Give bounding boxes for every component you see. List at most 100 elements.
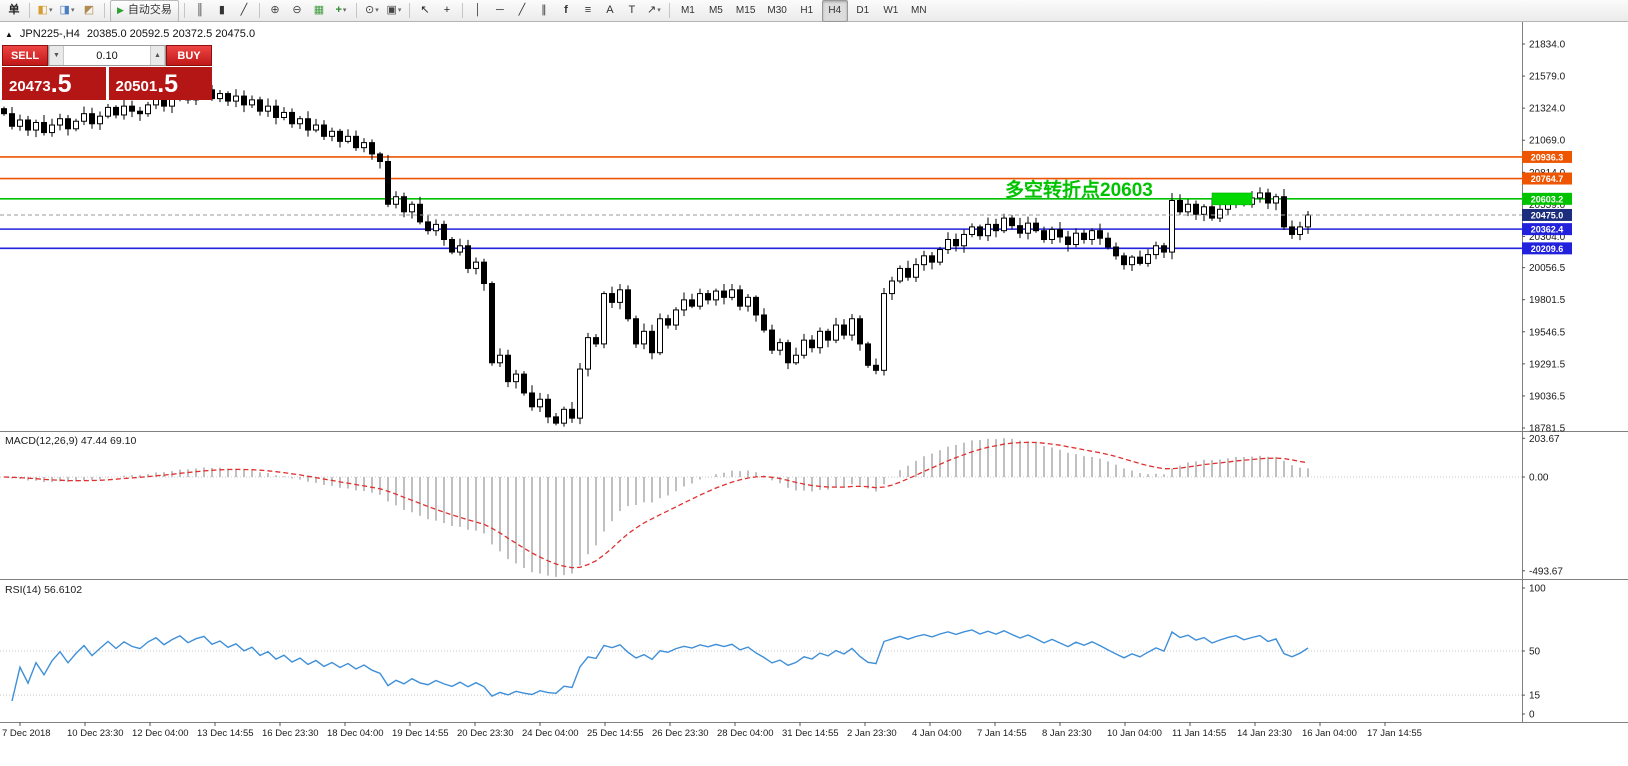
zoom-in-button[interactable]: ⊕ [270,4,280,16]
svg-text:19 Dec 14:55: 19 Dec 14:55 [392,728,449,739]
timeframe-h1-button[interactable]: H1 [800,4,814,16]
horizontal-line-button[interactable]: ─ [496,4,504,16]
toolbar-separator [104,3,105,18]
svg-text:20603.2: 20603.2 [1531,194,1564,204]
toolbar-separator [29,3,30,18]
arrows-button[interactable]: ↗ ▾ [647,4,661,16]
timeframe-w1-button[interactable]: W1 [883,4,899,16]
svg-text:20209.6: 20209.6 [1531,244,1564,254]
svg-text:19546.5: 19546.5 [1529,327,1566,338]
buy-button[interactable]: BUY [166,45,212,66]
bar-chart-button[interactable]: ║ [196,4,204,16]
channel-button[interactable]: ∥ [541,4,547,16]
time-axis[interactable]: 7 Dec 2018 10 Dec 23:30 12 Dec 04:00 13 Dec… [2,722,1422,739]
trade-panel-controls: SELL ▼ 0.10 ▲ BUY [2,45,212,66]
templates-button[interactable]: ▣ ▾ [386,4,402,16]
rsi-indicator [0,629,1522,702]
svg-text:50: 50 [1529,647,1541,658]
svg-text:15: 15 [1529,691,1541,702]
svg-text:8 Jan 23:30: 8 Jan 23:30 [1042,728,1092,739]
timeframe-d1-button[interactable]: D1 [856,4,870,16]
timeframe-m1-button[interactable]: M1 [680,4,695,16]
svg-text:20764.7: 20764.7 [1531,174,1564,184]
highlight-rectangle-object[interactable] [1211,192,1253,206]
svg-text:21579.0: 21579.0 [1529,72,1566,83]
new-order-button[interactable]: 单 [8,4,20,16]
svg-text:20559.0: 20559.0 [1529,200,1566,211]
autotrading-button[interactable]: ▶ 自动交易 [110,0,179,22]
vertical-line-button[interactable]: │ [474,4,482,16]
sell-button[interactable]: SELL [2,45,48,66]
text-button[interactable]: A [606,4,614,16]
periods-button[interactable]: ⊙ ▾ [365,4,379,16]
svg-text:21324.0: 21324.0 [1529,104,1566,115]
timeframe-m30-button[interactable]: M30 [767,4,787,16]
text-label-button[interactable]: T [628,4,636,16]
svg-text:19036.5: 19036.5 [1529,391,1566,402]
tile-windows-button[interactable]: ▦ [313,4,325,16]
profiles-button[interactable]: ◨ ▾ [59,4,75,16]
sell-price[interactable]: 20473 .5 [2,67,106,100]
toolbar-separator [258,3,260,18]
trendline-button[interactable]: ╱ [518,4,526,16]
chart-title: ▲ JPN225-,H4 20385.0 20592.5 20372.5 204… [5,28,255,40]
horizontal-line-objects[interactable] [0,156,1522,250]
fibonacci-button[interactable]: f [564,4,568,16]
new-chart-button[interactable]: ◧ ▾ [37,4,53,16]
svg-text:11 Jan 14:55: 11 Jan 14:55 [1172,728,1226,739]
macd-indicator [0,438,1522,577]
price-axis-background [1523,22,1628,766]
svg-text:16 Dec 23:30: 16 Dec 23:30 [262,728,319,739]
toolbar-separator [461,3,463,18]
svg-text:7 Jan 14:55: 7 Jan 14:55 [977,728,1027,739]
cursor-button[interactable]: ↖ [420,4,430,16]
rsi-label: RSI(14) 56.6102 [5,584,82,596]
autotrading-label: 自动交易 [127,4,172,16]
crosshair-button[interactable]: + [443,4,451,16]
alerts-button[interactable]: ◩ [83,4,95,16]
symbol-period-label: JPN225-,H4 [19,28,80,40]
svg-text:2 Jan 23:30: 2 Jan 23:30 [847,728,897,739]
autotrading-play-icon: ▶ [117,5,124,15]
volume-decrease-button[interactable]: ▼ [49,46,64,65]
buy-price-main: 20501 [115,77,158,95]
one-click-trade-panel: SELL ▼ 0.10 ▲ BUY 20473 .5 20501 .5 [2,45,212,100]
indicators-button[interactable]: + ▾ [335,4,347,16]
chart-canvas[interactable]: 多空转折点20603 21834.0 21579.0 21324.0 21069.0 20… [0,22,1628,766]
svg-text:-493.67: -493.67 [1529,566,1563,577]
svg-text:7 Dec 2018: 7 Dec 2018 [2,728,51,739]
svg-text:21834.0: 21834.0 [1529,40,1566,51]
symbol-marker-icon: ▲ [5,30,13,39]
svg-text:20362.4: 20362.4 [1531,225,1564,235]
svg-text:0: 0 [1529,710,1535,721]
chart-window: 多空转折点20603 21834.0 21579.0 21324.0 21069.0 20… [0,22,1628,766]
svg-text:16 Jan 04:00: 16 Jan 04:00 [1302,728,1357,739]
svg-text:20936.3: 20936.3 [1531,152,1564,162]
buy-price[interactable]: 20501 .5 [108,67,212,100]
svg-text:24 Dec 04:00: 24 Dec 04:00 [522,728,579,739]
line-chart-button[interactable]: ╱ [240,4,248,16]
price-axis[interactable]: 21834.021579.021324.021069.020814.020559… [1522,40,1572,721]
objects-list-button[interactable]: ≡ [584,4,592,16]
svg-text:4 Jan 04:00: 4 Jan 04:00 [912,728,962,739]
svg-text:100: 100 [1529,584,1546,595]
toolbar: 单 ◧ ▾ ◨ ▾ ◩ ▶ 自动交易 ║ ▮ ╱ ⊕ ⊖ ▦ + ▾ ⊙ ▾ ▣ ▾ ↖ + │ ─ ╱ ∥ f ≡ A T ↗ ▾ M1 M5 M… [0,0,1628,22]
svg-text:18 Dec 04:00: 18 Dec 04:00 [327,728,384,739]
timeframe-m5-button[interactable]: M5 [708,4,723,16]
candlesticks [1,83,1311,427]
svg-text:10 Jan 04:00: 10 Jan 04:00 [1107,728,1162,739]
volume-field[interactable]: ▼ 0.10 ▲ [48,45,166,66]
zoom-out-button[interactable]: ⊖ [292,4,302,16]
candlestick-chart-button[interactable]: ▮ [218,4,225,16]
timeframe-h4-button[interactable]: H4 [821,0,848,22]
svg-text:18781.5: 18781.5 [1529,424,1566,435]
volume-increase-button[interactable]: ▲ [150,46,165,65]
buy-price-fraction: .5 [157,70,179,98]
timeframe-m15-button[interactable]: M15 [735,4,756,16]
annotation-text-object[interactable]: 多空转折点20603 [1005,178,1153,201]
timeframe-mn-button[interactable]: MN [911,4,927,16]
sell-price-fraction: .5 [50,70,72,98]
volume-value[interactable]: 0.10 [96,49,118,62]
toolbar-separator [355,3,357,18]
sell-price-main: 20473 [9,77,51,95]
